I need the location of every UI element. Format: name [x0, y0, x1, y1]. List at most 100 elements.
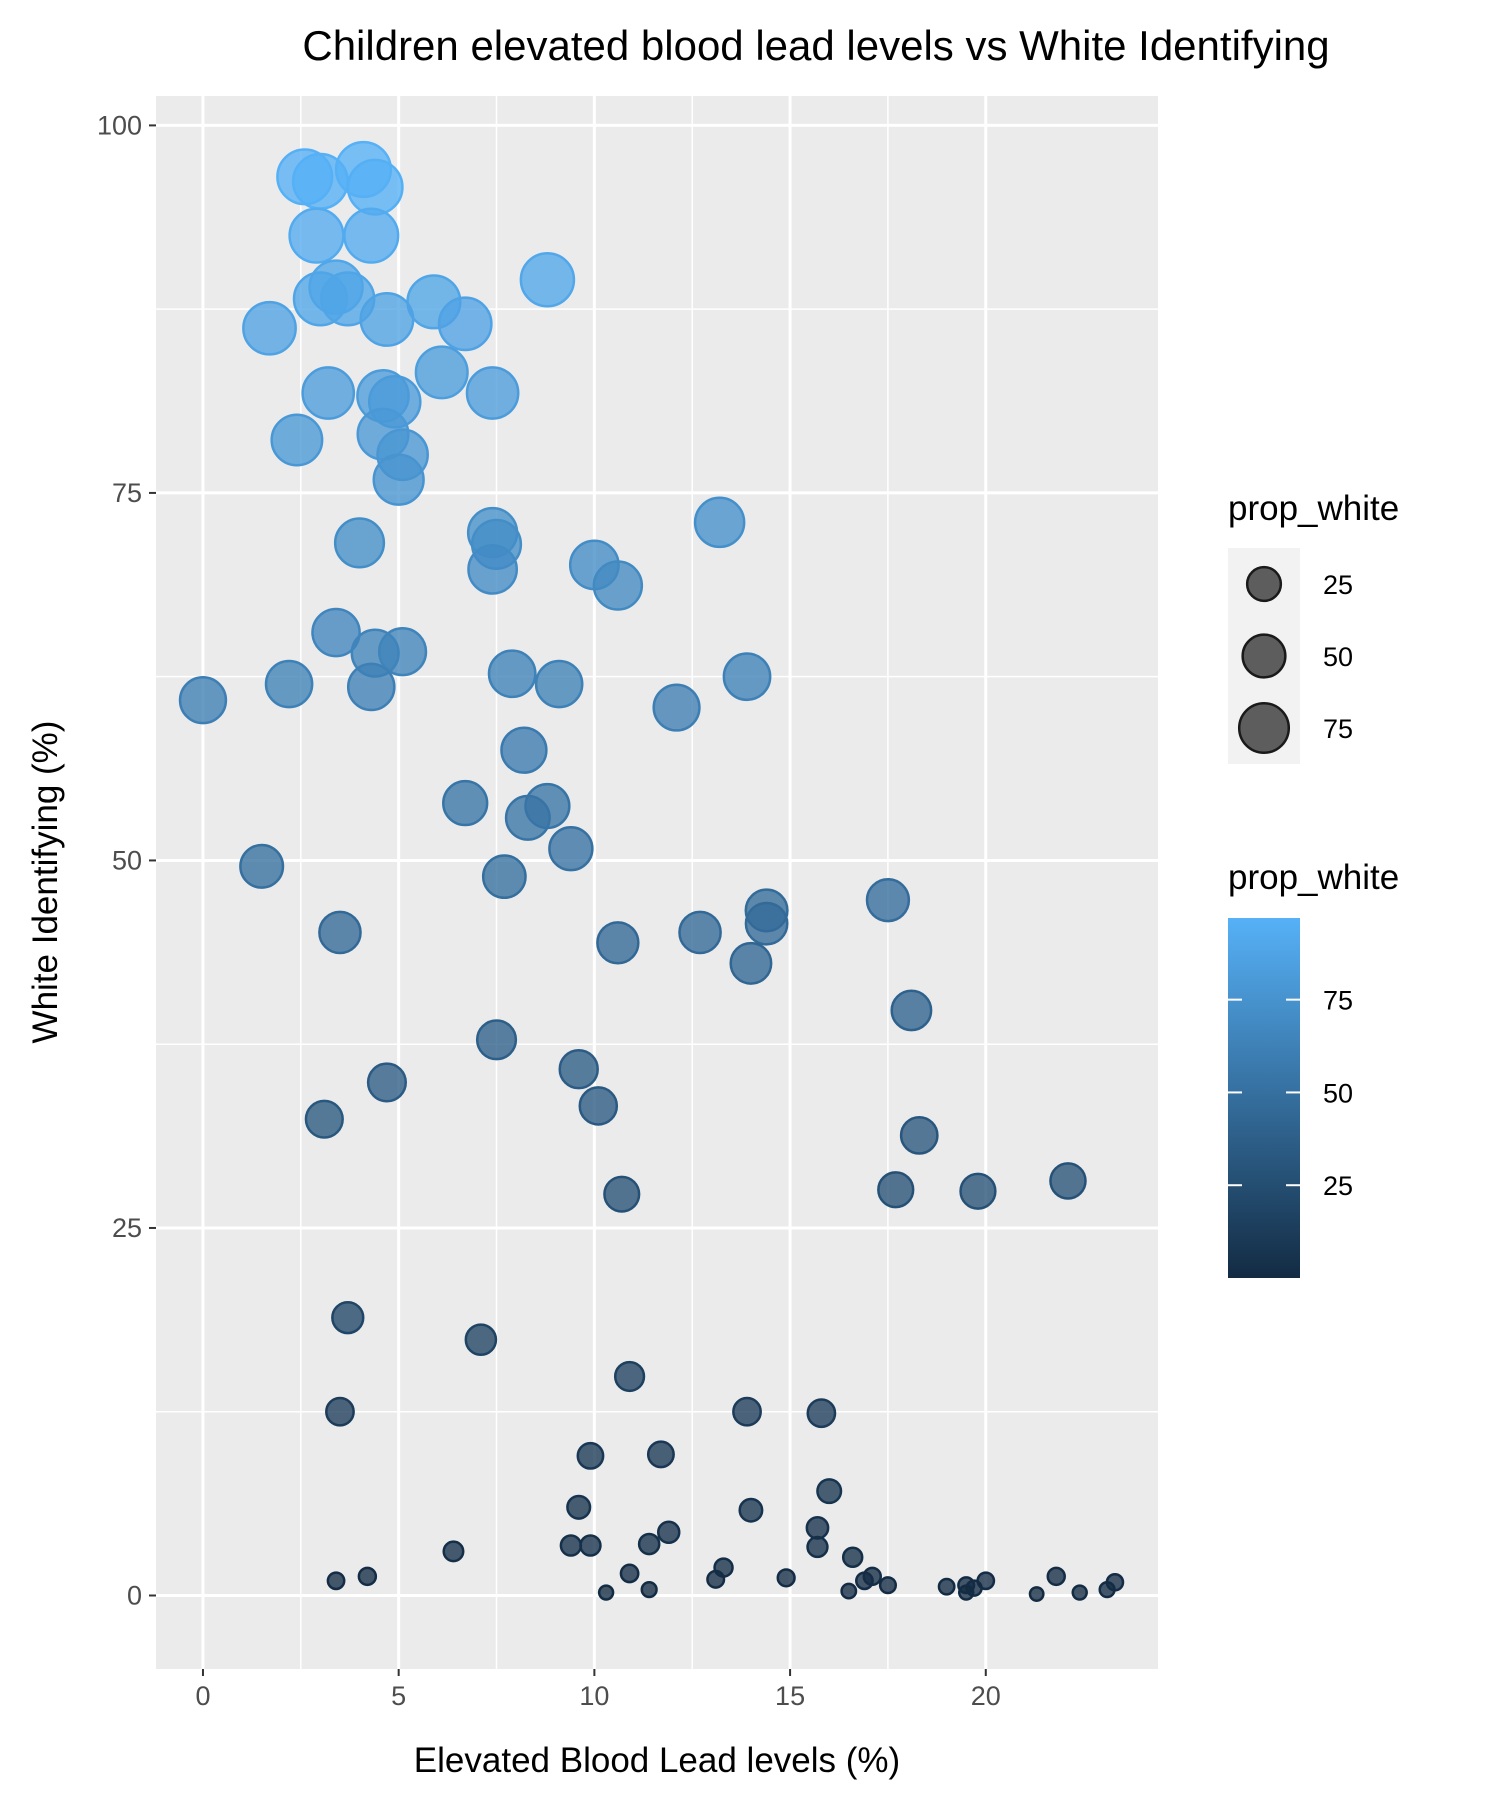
data-point [346, 662, 396, 712]
y-tick-label: 50 [112, 845, 142, 875]
data-point [357, 1566, 378, 1587]
color-legend-label: 50 [1323, 1078, 1353, 1108]
data-point [242, 300, 297, 356]
data-point [957, 1584, 975, 1601]
data-point [877, 1171, 915, 1209]
data-point [841, 1546, 864, 1569]
data-point [878, 1576, 897, 1595]
size-legend-key [1241, 633, 1287, 679]
data-points [178, 140, 1125, 1602]
data-point [579, 1534, 602, 1557]
x-tick-label: 20 [971, 1681, 1001, 1711]
data-point [806, 1398, 837, 1429]
data-point [291, 152, 349, 210]
data-point [937, 1577, 956, 1596]
data-point [326, 1571, 346, 1591]
data-point [465, 366, 520, 420]
data-point [1098, 1580, 1116, 1599]
data-point [311, 607, 361, 658]
data-point [442, 779, 489, 827]
data-point [816, 1478, 843, 1505]
data-point [744, 901, 789, 946]
data-point [318, 910, 362, 955]
data-point [1071, 1584, 1088, 1601]
data-point [576, 1441, 605, 1470]
data-point [613, 1360, 646, 1393]
data-point [304, 1099, 344, 1139]
x-axis-title: Elevated Blood Lead levels (%) [414, 1741, 900, 1780]
data-point [1046, 1566, 1066, 1587]
data-point [890, 989, 933, 1032]
data-point [372, 453, 425, 506]
size-legend-title: prop_white [1228, 489, 1399, 528]
data-point [558, 1048, 599, 1090]
data-point [288, 207, 345, 264]
data-point [729, 941, 773, 985]
data-point [732, 1396, 762, 1427]
data-point [578, 1086, 619, 1126]
x-axis: 0 5 10 15 20 [195, 1669, 1001, 1711]
data-point [652, 683, 701, 732]
x-tick-label: 5 [391, 1681, 406, 1711]
data-point [500, 726, 548, 774]
minor-grid [156, 96, 1158, 1669]
y-tick-label: 75 [112, 478, 142, 508]
color-legend-label: 25 [1323, 1171, 1353, 1201]
data-point [346, 158, 404, 216]
size-legend-key [1245, 565, 1283, 603]
data-point [566, 1494, 592, 1520]
data-point [840, 1582, 858, 1600]
data-point [239, 843, 285, 889]
data-point [487, 649, 537, 699]
x-tick-label: 10 [579, 1681, 609, 1711]
data-point [693, 496, 746, 549]
plot-panel [156, 96, 1158, 1669]
data-point [559, 1534, 583, 1557]
data-point [646, 1440, 675, 1469]
data-point [596, 921, 640, 965]
data-point [437, 296, 493, 352]
data-point [333, 517, 386, 569]
data-point [656, 1520, 681, 1545]
color-legend-title: prop_white [1228, 858, 1399, 897]
y-axis-title: White Identifying (%) [26, 721, 65, 1044]
data-point [738, 1497, 764, 1523]
x-tick-label: 15 [775, 1681, 805, 1711]
data-point [366, 1062, 407, 1103]
size-legend-label: 75 [1323, 714, 1353, 744]
data-point [1028, 1586, 1045, 1602]
y-axis: 0 25 50 75 100 [97, 110, 156, 1610]
data-point [467, 543, 518, 595]
data-point [178, 676, 228, 725]
data-point [359, 291, 415, 347]
data-point [619, 1563, 640, 1584]
size-legend-key [1237, 701, 1291, 755]
data-point [464, 1323, 498, 1357]
data-point [637, 1532, 661, 1556]
data-point [343, 207, 400, 264]
data-point [481, 854, 527, 900]
data-point [331, 1300, 365, 1335]
data-point [678, 910, 722, 955]
color-legend-label: 75 [1323, 986, 1353, 1016]
data-point [519, 251, 576, 308]
data-point [865, 877, 911, 923]
data-point [640, 1580, 658, 1599]
color-legend-bar [1228, 918, 1300, 1278]
size-legend-label: 50 [1323, 642, 1353, 672]
data-point [706, 1569, 726, 1589]
size-legend-label: 25 [1323, 570, 1353, 600]
data-point [325, 1396, 355, 1427]
data-point [805, 1515, 830, 1540]
data-point [1049, 1162, 1087, 1200]
data-point [806, 1535, 829, 1559]
color-legend: prop_white 75 50 25 [1228, 858, 1399, 1278]
major-grid [156, 96, 1158, 1669]
size-legend: prop_white 25 50 75 [1228, 489, 1399, 764]
y-tick-label: 0 [127, 1580, 142, 1610]
data-point [264, 659, 314, 709]
data-point [301, 366, 356, 420]
data-point [270, 413, 324, 467]
